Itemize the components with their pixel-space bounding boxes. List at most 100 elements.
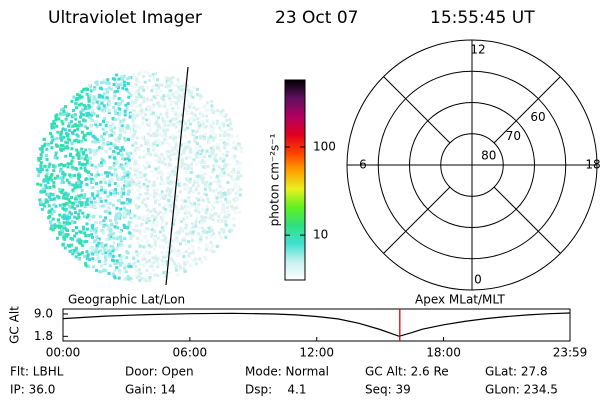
globe-pixel <box>117 113 121 117</box>
globe-pixel <box>51 228 55 232</box>
globe-pixel <box>138 229 142 233</box>
globe-pixel <box>217 219 220 223</box>
globe-pixel <box>188 90 192 94</box>
globe-pixel <box>118 135 122 139</box>
globe-pixel <box>77 212 81 216</box>
globe-pixel <box>97 270 101 274</box>
globe-pixel <box>73 174 77 177</box>
globe-pixel <box>196 211 200 215</box>
globe-pixel <box>43 190 47 194</box>
x-tick-label: 18:00 <box>426 346 461 360</box>
globe-pixel <box>161 219 164 223</box>
globe-pixel <box>210 247 214 251</box>
globe-pixel <box>48 195 52 199</box>
globe-pixel <box>104 216 108 220</box>
globe-pixel <box>194 219 198 223</box>
globe-pixel <box>144 250 148 254</box>
globe-pixel <box>160 83 164 87</box>
globe-pixel <box>129 242 133 246</box>
globe-pixel <box>92 196 96 200</box>
globe-pixel <box>69 212 73 216</box>
globe-pixel <box>112 259 116 263</box>
colorbar-tick-label: 10 <box>313 228 328 242</box>
globe-pixel <box>196 206 200 210</box>
globe-pixel <box>184 216 188 219</box>
globe-pixel <box>123 206 126 210</box>
globe-pixel <box>47 165 51 169</box>
globe-pixel <box>118 258 122 262</box>
globe-pixel <box>170 249 173 253</box>
globe-pixel <box>143 215 147 218</box>
globe-pixel <box>128 244 132 248</box>
globe-pixel <box>115 213 119 217</box>
globe-pixel <box>193 229 197 233</box>
globe-pixel <box>180 111 184 115</box>
globe-pixel <box>119 213 122 217</box>
globe-pixel <box>68 173 72 177</box>
globe-pixel <box>205 208 209 212</box>
globe-pixel <box>187 155 191 159</box>
globe-pixel <box>37 174 40 178</box>
globe-pixel <box>58 225 62 228</box>
globe-pixel <box>62 194 66 198</box>
globe-pixel <box>223 146 227 150</box>
globe-pixel <box>122 148 126 152</box>
globe-pixel <box>222 132 226 136</box>
globe-pixel <box>76 134 80 138</box>
globe-pixel <box>189 122 193 126</box>
globe-pixel <box>115 73 119 77</box>
globe-pixel <box>111 166 115 170</box>
globe-pixel <box>159 194 163 198</box>
globe-pixel <box>97 95 101 99</box>
globe-pixel <box>139 86 143 90</box>
globe-pixel <box>134 98 138 102</box>
globe-pixel <box>148 193 152 197</box>
globe-pixel <box>225 118 228 122</box>
globe-pixel <box>238 193 242 197</box>
globe-pixel <box>217 178 220 182</box>
globe-pixel <box>81 119 85 123</box>
globe-pixel <box>77 154 81 158</box>
globe-pixel <box>179 219 183 223</box>
globe-pixel <box>218 126 222 130</box>
globe-pixel <box>70 165 74 169</box>
globe-pixel <box>84 177 88 181</box>
globe-pixel <box>221 109 225 113</box>
globe-pixel <box>218 134 222 137</box>
globe-pixel <box>208 126 212 129</box>
globe-pixel <box>173 248 177 252</box>
globe-pixel <box>80 147 84 151</box>
globe-pixel <box>189 202 193 206</box>
globe-pixel <box>210 227 213 231</box>
globe-pixel <box>146 208 150 212</box>
globe-pixel <box>228 187 232 191</box>
globe-pixel <box>191 225 195 229</box>
globe-pixel <box>183 166 187 170</box>
globe-pixel <box>170 151 174 155</box>
globe-pixel <box>158 159 162 163</box>
globe-pixel <box>135 174 139 178</box>
globe-pixel <box>85 222 89 226</box>
globe-pixel <box>152 103 156 107</box>
globe-pixel <box>60 144 63 147</box>
globe-pixel <box>61 243 65 247</box>
globe-pixel <box>113 254 117 258</box>
globe-pixel <box>155 120 159 124</box>
globe-pixel <box>50 212 54 216</box>
globe-pixel <box>71 174 74 177</box>
globe-pixel <box>73 129 77 133</box>
globe-pixel <box>232 141 236 145</box>
globe-pixel <box>164 203 168 207</box>
globe-pixel <box>184 242 188 246</box>
globe-pixel <box>174 140 178 144</box>
globe-pixel <box>175 253 179 257</box>
globe-pixel <box>181 113 184 117</box>
globe-pixel <box>116 176 120 180</box>
globe-pixel <box>138 155 142 159</box>
globe-pixel <box>211 155 215 159</box>
globe-pixel <box>157 104 161 108</box>
globe-pixel <box>170 200 174 204</box>
globe-pixel <box>45 175 49 179</box>
globe-pixel <box>180 203 184 207</box>
